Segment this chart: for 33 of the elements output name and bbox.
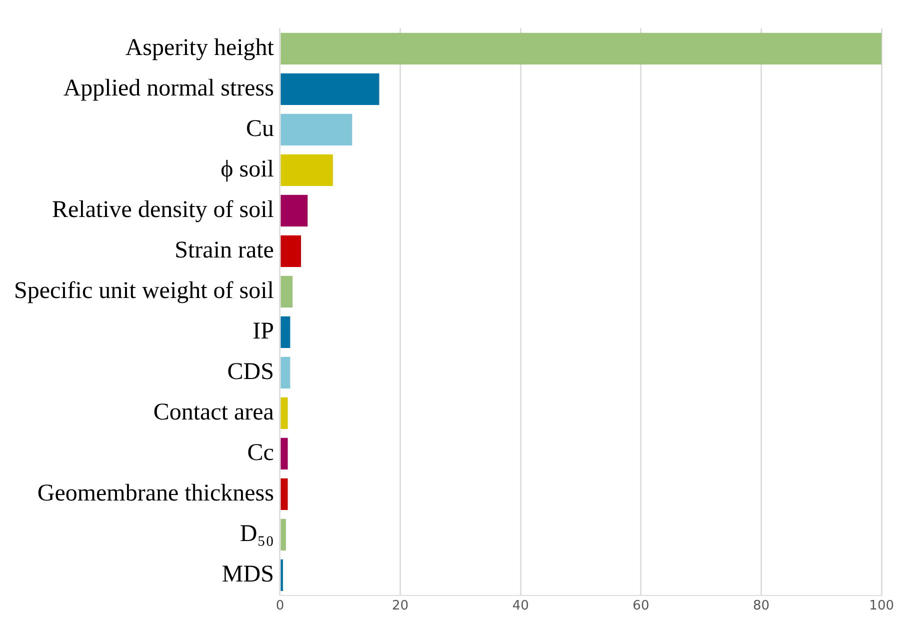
y-tick-label: Relative density of soil <box>52 196 274 223</box>
y-tick-label: Geomembrane thickness <box>37 480 274 506</box>
y-tick-label: D₅₀ <box>240 520 274 547</box>
bar <box>280 154 333 186</box>
x-tick-label: 20 <box>392 598 409 614</box>
y-tick-label: IP <box>252 318 274 344</box>
x-tick-label: 100 <box>869 598 894 614</box>
bar <box>280 397 288 429</box>
y-tick-label: Asperity height <box>125 34 274 61</box>
bar <box>280 276 293 308</box>
bar <box>280 478 288 510</box>
bar <box>280 438 288 470</box>
x-tick-label: 60 <box>632 598 650 614</box>
bar <box>280 194 308 226</box>
bar <box>280 316 290 348</box>
y-tick-label: Strain rate <box>174 237 274 264</box>
y-tick-label: ϕ soil <box>220 156 274 182</box>
x-tick-label: 40 <box>512 598 529 614</box>
bar <box>280 518 286 550</box>
y-tick-label: CDS <box>227 358 274 385</box>
bar <box>280 235 302 267</box>
bar <box>280 32 882 64</box>
bar <box>280 356 290 388</box>
x-tick-label: 80 <box>752 598 770 614</box>
y-tick-label: Cc <box>247 440 274 466</box>
y-tick-label: MDS <box>222 561 274 588</box>
x-tick-label: 0 <box>276 598 284 614</box>
y-tick-label: Contact area <box>153 399 274 426</box>
y-tick-label: Specific unit weight of soil <box>14 278 274 304</box>
bar <box>280 73 380 105</box>
bar <box>280 114 352 146</box>
y-tick-label: Cu <box>246 116 274 142</box>
y-tick-label: Applied normal stress <box>63 75 274 102</box>
